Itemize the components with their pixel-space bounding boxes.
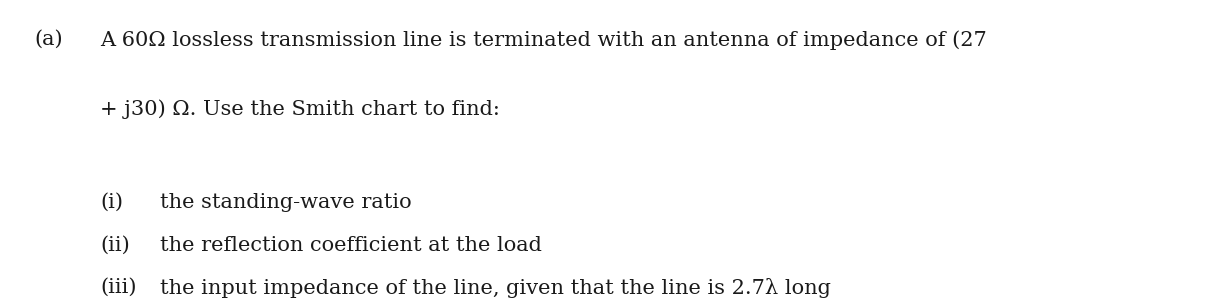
Text: (a): (a) xyxy=(34,30,63,49)
Text: the standing-wave ratio: the standing-wave ratio xyxy=(160,193,412,212)
Text: (iii): (iii) xyxy=(100,278,136,297)
Text: (i): (i) xyxy=(100,193,123,212)
Text: + j30) Ω. Use the Smith chart to find:: + j30) Ω. Use the Smith chart to find: xyxy=(100,100,499,119)
Text: (ii): (ii) xyxy=(100,236,129,255)
Text: the reflection coefficient at the load: the reflection coefficient at the load xyxy=(160,236,542,255)
Text: A 60Ω lossless transmission line is terminated with an antenna of impedance of (: A 60Ω lossless transmission line is term… xyxy=(100,30,987,50)
Text: the input impedance of the line, given that the line is 2.7λ long: the input impedance of the line, given t… xyxy=(160,278,831,298)
